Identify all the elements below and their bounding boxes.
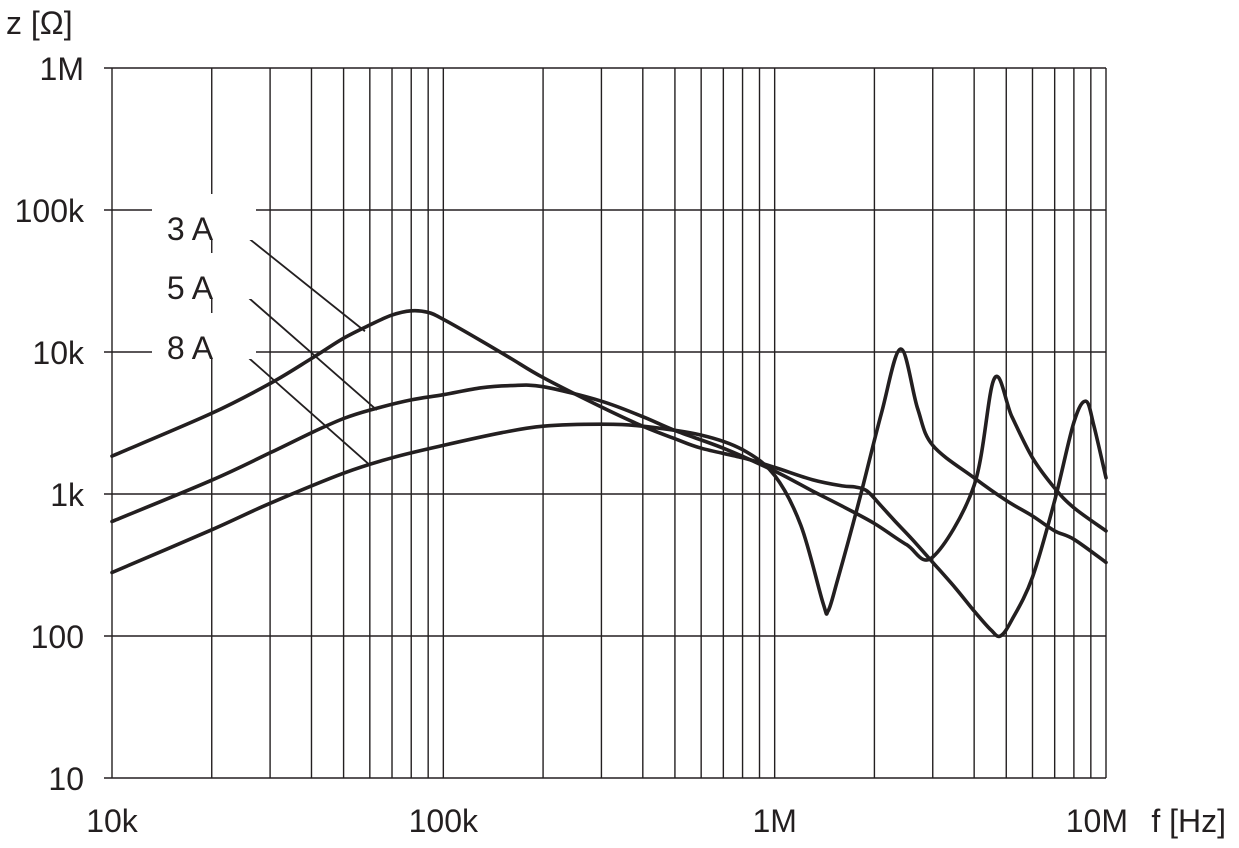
series-line-8a xyxy=(110,347,1108,616)
grid xyxy=(104,67,1107,779)
series-leader-lines: 3 A 5 A 8 A xyxy=(152,194,378,466)
y-tick-label: 1M xyxy=(40,51,84,87)
leader-line-3a xyxy=(241,232,366,332)
leader-line-8a xyxy=(241,351,371,466)
y-tick-label: 100 xyxy=(31,619,84,655)
y-axis-title: z [Ω] xyxy=(6,5,73,41)
series-label-3a: 3 A xyxy=(167,211,214,247)
x-axis-title: f [Hz] xyxy=(1151,803,1226,839)
series-line-3a xyxy=(110,308,1108,639)
series-label-background xyxy=(152,313,256,359)
x-tick-label: 100k xyxy=(409,803,479,839)
series-label-background xyxy=(152,194,256,240)
y-tick-labels: 10 100 1k 10k 100k 1M xyxy=(15,51,85,797)
x-tick-label: 10k xyxy=(86,803,139,839)
series-curves xyxy=(110,308,1108,639)
x-tick-labels: 10k 100k 1M 10M xyxy=(86,803,1128,839)
series-label-background xyxy=(152,253,256,299)
x-tick-label: 1M xyxy=(752,803,796,839)
series-label-5a: 5 A xyxy=(167,270,214,306)
y-tick-label: 10 xyxy=(48,761,84,797)
y-tick-label: 1k xyxy=(50,477,85,513)
series-label-8a: 8 A xyxy=(167,330,214,366)
y-tick-label: 10k xyxy=(32,335,85,371)
leader-line-5a xyxy=(241,291,378,411)
series-line-5a xyxy=(110,374,1108,562)
y-tick-label: 100k xyxy=(15,193,85,229)
x-tick-label: 10M xyxy=(1066,803,1128,839)
